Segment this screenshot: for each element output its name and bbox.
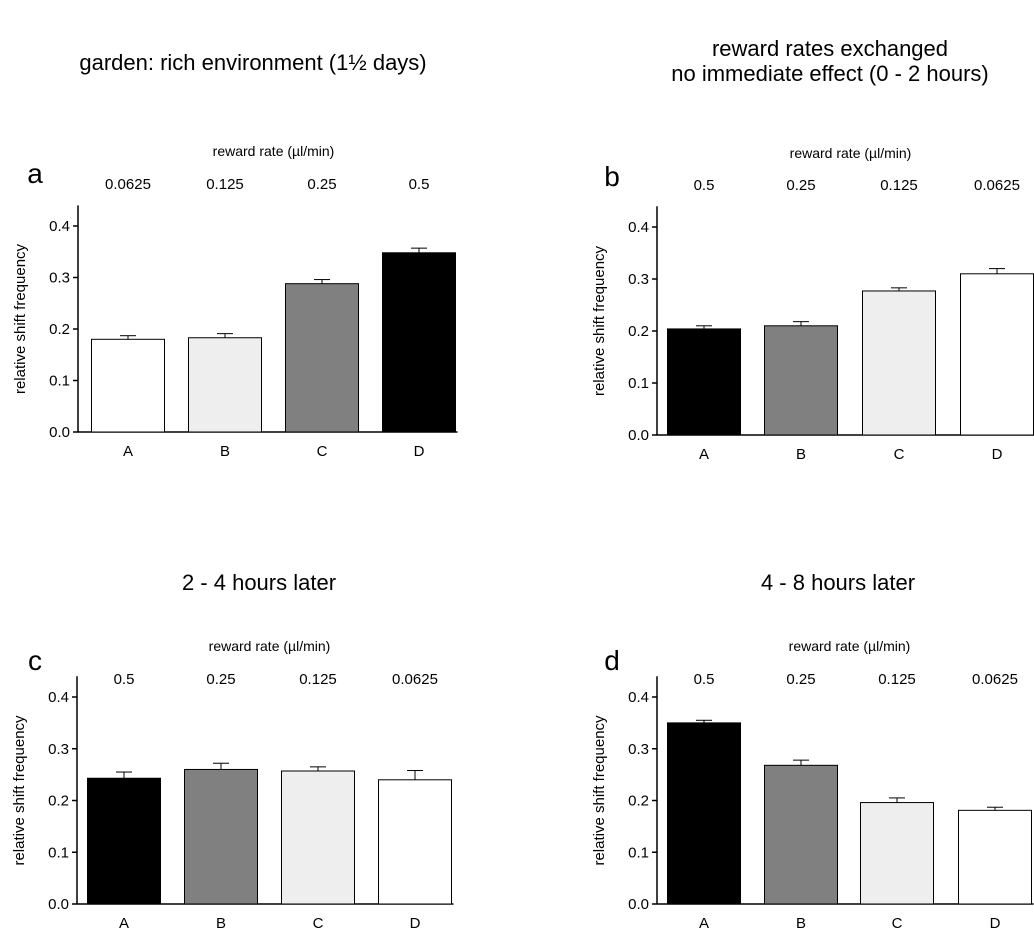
y-tick-label: 0.0: [628, 427, 649, 444]
panel-letter: b: [604, 161, 620, 192]
top-tick-label: 0.5: [694, 177, 715, 194]
top-tick-label: 0.5: [409, 176, 430, 193]
chart-panel-d: 4 - 8 hours later d reward rate (µl/min) 0.…: [591, 570, 1034, 932]
top-tick-label: 0.125: [299, 671, 337, 688]
bar-B: [184, 768, 258, 905]
chart-title: reward rates exchanged: [712, 36, 948, 61]
x-tick-label: B: [796, 915, 806, 932]
top-tick-label: 0.0625: [974, 177, 1020, 194]
bar-A: [667, 722, 741, 905]
x-tick-label: D: [414, 443, 425, 460]
x-tick-label: A: [123, 443, 133, 460]
y-tick-label: 0.4: [48, 689, 69, 706]
bar-D: [378, 779, 452, 905]
bar-A: [91, 338, 165, 433]
top-tick-label: 0.25: [786, 671, 815, 688]
y-tick-label: 0.1: [49, 373, 70, 390]
y-tick-label: 0.0: [628, 896, 649, 913]
top-tick-label: 0.0625: [972, 671, 1018, 688]
y-tick-label: 0.3: [48, 741, 69, 758]
top-tick-label: 0.125: [206, 176, 244, 193]
x-tick-label: C: [892, 915, 903, 932]
y-axis-label: relative shift frequency: [591, 715, 608, 866]
bar-A: [667, 328, 741, 436]
top-axis-label: reward rate (µl/min): [789, 638, 911, 654]
bar-C: [285, 283, 359, 433]
chart-panel-a: garden: rich environment (1½ days) a rewar…: [12, 50, 458, 460]
bar-B: [764, 764, 838, 905]
bar-D: [958, 809, 1032, 905]
y-tick-label: 0.4: [49, 218, 70, 235]
y-axis-label: relative shift frequency: [591, 245, 608, 396]
panel-letter: a: [27, 158, 43, 189]
bar-C: [862, 290, 936, 436]
x-tick-label: C: [313, 915, 324, 932]
x-tick-label: C: [894, 446, 905, 463]
y-tick-label: 0.3: [628, 271, 649, 288]
y-tick-label: 0.1: [628, 844, 649, 861]
top-tick-label: 0.5: [114, 671, 135, 688]
bar-B: [764, 325, 838, 436]
top-tick-label: 0.125: [878, 671, 916, 688]
y-tick-label: 0.2: [628, 793, 649, 810]
y-tick-label: 0.2: [48, 793, 69, 810]
bar-C: [860, 802, 934, 905]
top-tick-label: 0.0625: [392, 671, 438, 688]
x-tick-label: D: [990, 915, 1001, 932]
x-tick-label: D: [992, 446, 1003, 463]
top-tick-label: 0.25: [206, 671, 235, 688]
x-tick-label: A: [119, 915, 129, 932]
bar-C: [281, 770, 355, 905]
y-tick-label: 0.2: [628, 323, 649, 340]
top-axis-label: reward rate (µl/min): [209, 638, 331, 654]
top-tick-label: 0.25: [786, 177, 815, 194]
y-tick-label: 0.4: [628, 689, 649, 706]
y-tick-label: 0.1: [48, 844, 69, 861]
chart-title: 4 - 8 hours later: [761, 570, 915, 595]
y-tick-label: 0.4: [628, 219, 649, 236]
y-axis-label: relative shift frequency: [12, 243, 29, 394]
top-tick-label: 0.0625: [105, 176, 151, 193]
bar-B: [188, 337, 262, 433]
x-tick-label: A: [699, 446, 709, 463]
top-tick-label: 0.25: [307, 176, 336, 193]
x-tick-label: B: [796, 446, 806, 463]
y-tick-label: 0.3: [49, 270, 70, 287]
x-tick-label: C: [317, 443, 328, 460]
top-axis-label: reward rate (µl/min): [213, 143, 335, 159]
y-tick-label: 0.1: [628, 375, 649, 392]
y-tick-label: 0.0: [49, 424, 70, 441]
chart-title: 2 - 4 hours later: [182, 570, 336, 595]
bar-D: [382, 252, 456, 433]
panel-letter: d: [604, 645, 620, 676]
x-tick-label: D: [410, 915, 421, 932]
y-axis-label: relative shift frequency: [11, 715, 28, 866]
x-tick-label: A: [699, 915, 709, 932]
top-tick-label: 0.125: [880, 177, 918, 194]
x-tick-label: B: [220, 443, 230, 460]
chart-title: garden: rich environment (1½ days): [79, 50, 426, 75]
bar-D: [960, 273, 1034, 436]
x-tick-label: B: [216, 915, 226, 932]
top-axis-label: reward rate (µl/min): [790, 145, 912, 161]
chart-panel-c: 2 - 4 hours later c reward rate (µl/min) 0.…: [11, 570, 454, 932]
bar-A: [87, 777, 161, 905]
y-tick-label: 0.3: [628, 741, 649, 758]
panel-letter: c: [28, 645, 42, 676]
top-tick-label: 0.5: [694, 671, 715, 688]
chart-title: no immediate effect (0 - 2 hours): [671, 61, 989, 86]
y-tick-label: 0.0: [48, 896, 69, 913]
y-tick-label: 0.2: [49, 321, 70, 338]
